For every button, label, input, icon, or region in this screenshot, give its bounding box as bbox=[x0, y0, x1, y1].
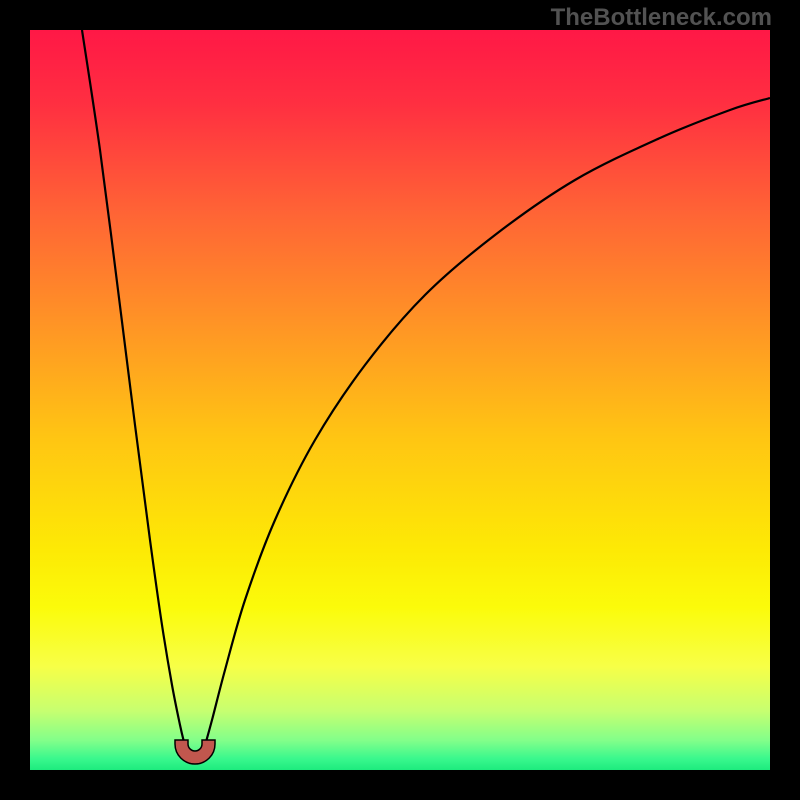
watermark-text: TheBottleneck.com bbox=[551, 4, 772, 32]
chart-background bbox=[30, 30, 770, 770]
chart-frame: TheBottleneck.com bbox=[0, 0, 800, 800]
chart-plot bbox=[30, 30, 770, 770]
